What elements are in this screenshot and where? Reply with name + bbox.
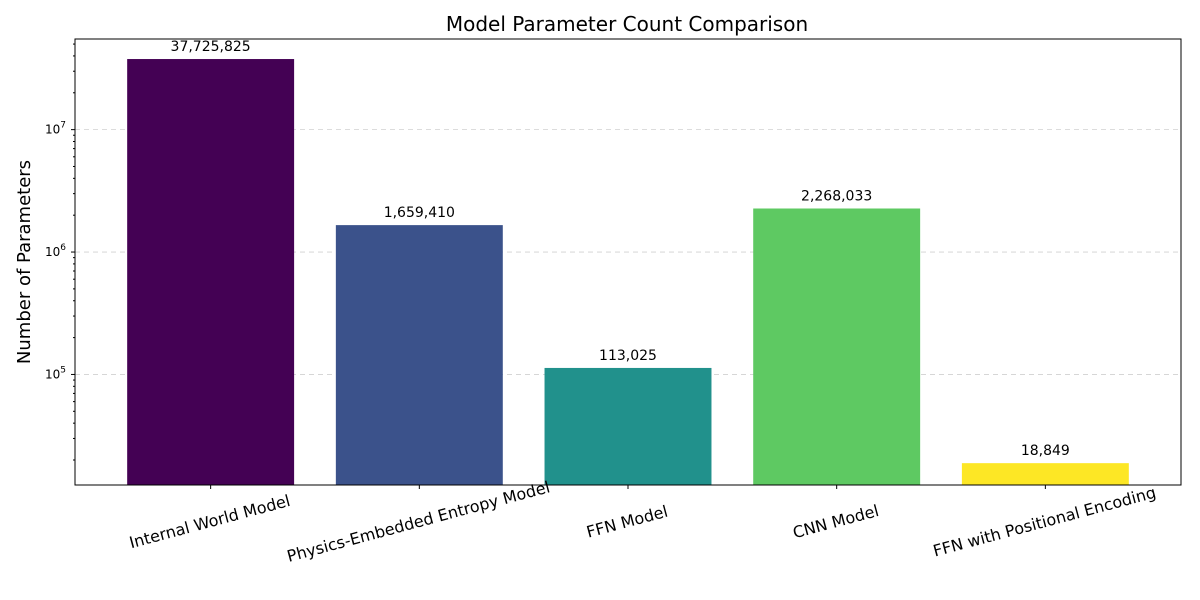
- x-tick-label: Physics-Embedded Entropy Model: [285, 477, 552, 566]
- data-label: 37,725,825: [171, 39, 251, 55]
- y-tick-exponent: 5: [60, 365, 66, 375]
- y-tick-exponent: 7: [60, 121, 66, 131]
- bars: [127, 59, 1129, 485]
- plot-frame: [74, 38, 1182, 486]
- y-tick-base: 10: [45, 123, 60, 137]
- y-axis-label: Number of Parameters: [14, 160, 35, 364]
- data-label: 18,849: [1021, 443, 1070, 459]
- bar: [335, 225, 503, 485]
- y-tick-label: 106: [45, 243, 66, 259]
- y-tick-label: 107: [45, 121, 66, 137]
- x-tick-label: CNN Model: [791, 501, 881, 542]
- bar: [544, 367, 712, 485]
- chart-title: Model Parameter Count Comparison: [446, 12, 808, 36]
- y-tick-exponent: 6: [60, 243, 66, 253]
- x-tick-label: FFN with Positional Encoding: [931, 483, 1158, 561]
- bar: [127, 59, 295, 485]
- bar: [753, 208, 921, 485]
- data-label: 2,268,033: [801, 189, 872, 205]
- y-tick-base: 10: [45, 367, 60, 381]
- data-label: 1,659,410: [384, 205, 455, 221]
- y-tick-label: 105: [45, 365, 66, 381]
- x-tick-label: FFN Model: [584, 502, 670, 542]
- data-labels: 37,725,825 1,659,410 113,025 2,268,033 18,84…: [171, 39, 1070, 459]
- data-label: 113,025: [599, 348, 657, 364]
- y-tick-base: 10: [45, 245, 60, 259]
- x-tick-label: Internal World Model: [127, 491, 292, 552]
- bar: [961, 463, 1129, 485]
